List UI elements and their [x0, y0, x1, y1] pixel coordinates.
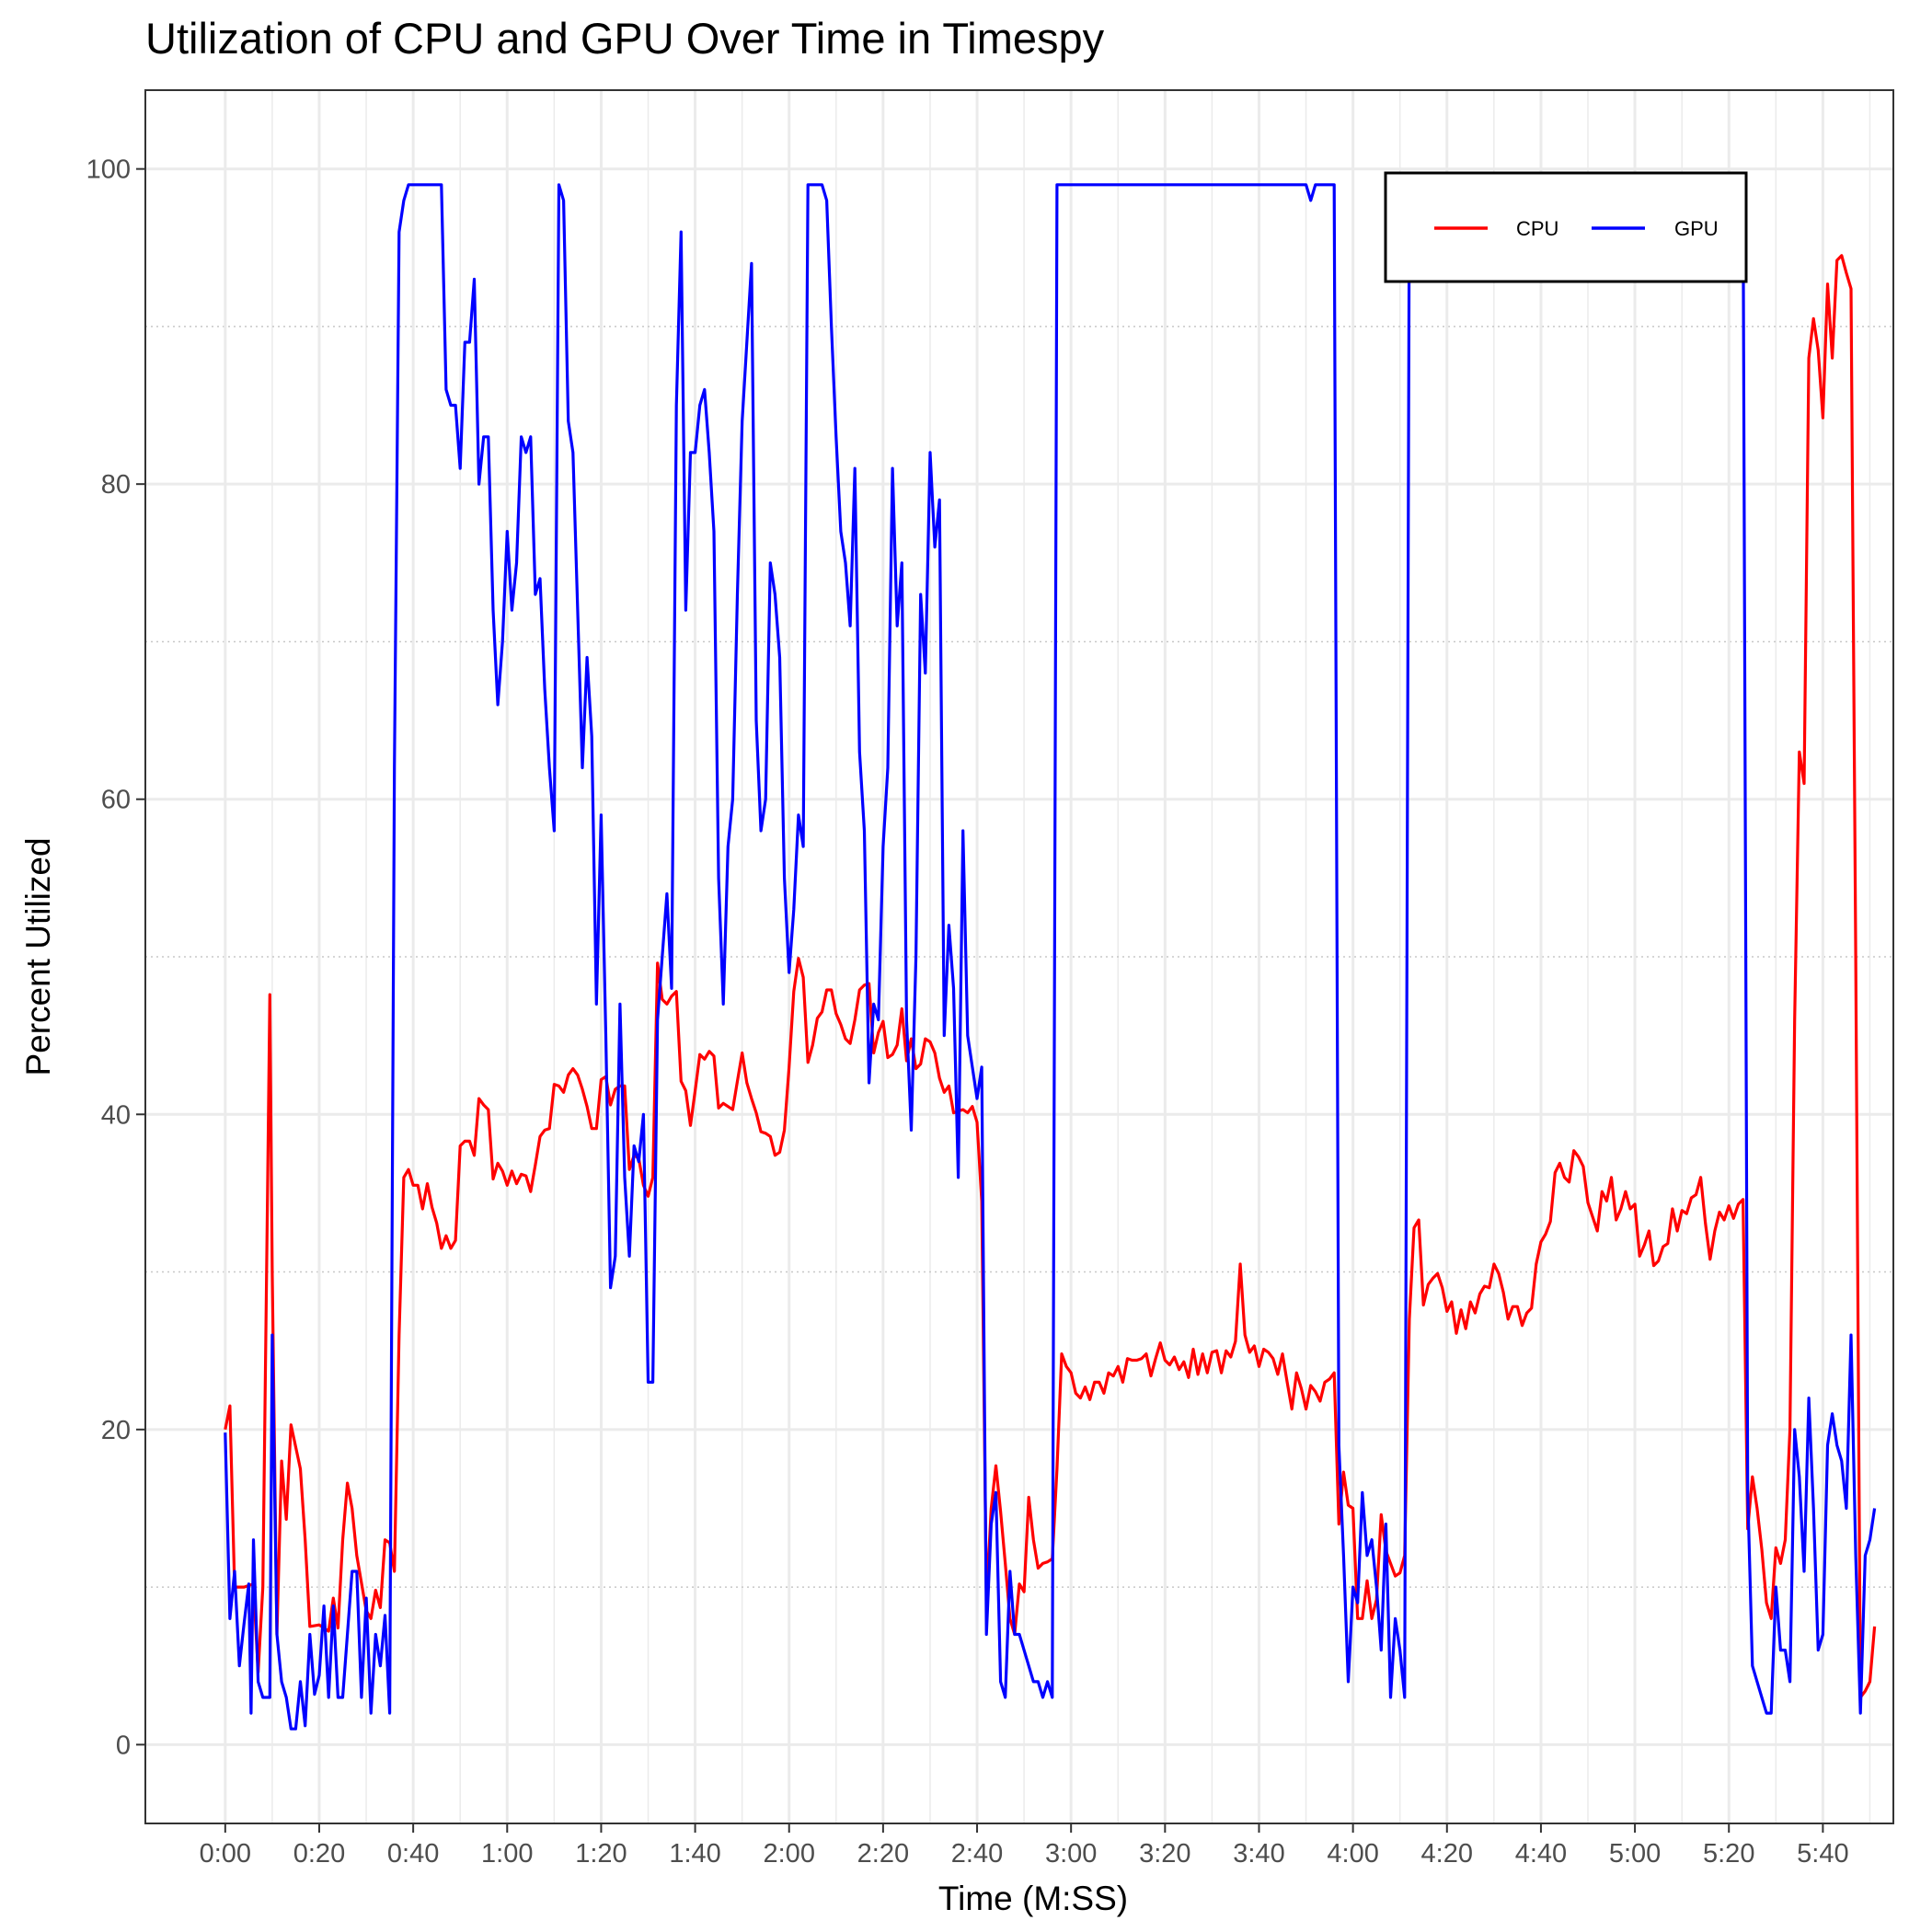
y-tick-label: 40 [101, 1100, 131, 1130]
x-tick-label: 4:40 [1515, 1839, 1567, 1869]
x-axis: 0:00 0:20 0:40 1:00 1:20 1:40 2:00 2:20 2:40 3:00… [200, 1823, 1849, 1869]
x-tick-label: 4:20 [1421, 1839, 1473, 1869]
x-tick-label: 0:00 [200, 1839, 251, 1869]
y-tick-label: 100 [86, 155, 131, 185]
series-layer [224, 183, 1877, 1731]
plot-border [144, 89, 1894, 1824]
x-axis-title: Time (M:SS) [938, 1880, 1128, 1917]
x-tick-label: 3:40 [1233, 1839, 1284, 1869]
legend-label-cpu: CPU [1516, 217, 1558, 240]
y-tick-label: 80 [101, 470, 131, 500]
x-tick-label: 5:00 [1609, 1839, 1661, 1869]
x-tick-label: 1:40 [669, 1839, 720, 1869]
y-tick-label: 60 [101, 786, 131, 815]
legend: CPU GPU [1384, 171, 1748, 283]
x-tick-label: 3:20 [1139, 1839, 1190, 1869]
x-tick-label: 2:00 [764, 1839, 815, 1869]
chart-title: Utilization of CPU and GPU Over Time in … [145, 14, 1105, 63]
series-line-gpu [224, 183, 1877, 1731]
x-tick-label: 2:40 [951, 1839, 1003, 1869]
y-tick-label: 20 [101, 1416, 131, 1445]
x-tick-label: 3:00 [1045, 1839, 1097, 1869]
x-tick-label: 0:20 [293, 1839, 345, 1869]
y-axis: 0 20 40 60 80 100 [86, 155, 145, 1760]
x-tick-label: 1:00 [481, 1839, 533, 1869]
legend-label-gpu: GPU [1674, 217, 1719, 240]
x-tick-label: 5:20 [1703, 1839, 1754, 1869]
x-tick-label: 5:40 [1797, 1839, 1848, 1869]
x-tick-label: 2:20 [857, 1839, 909, 1869]
grid-layer [145, 90, 1893, 1823]
y-tick-label: 0 [116, 1731, 131, 1760]
x-tick-label: 0:40 [387, 1839, 439, 1869]
y-axis-title: Percent Utilized [19, 837, 57, 1075]
x-tick-label: 1:20 [575, 1839, 627, 1869]
x-tick-label: 4:00 [1327, 1839, 1378, 1869]
series-line-cpu [224, 254, 1877, 1699]
